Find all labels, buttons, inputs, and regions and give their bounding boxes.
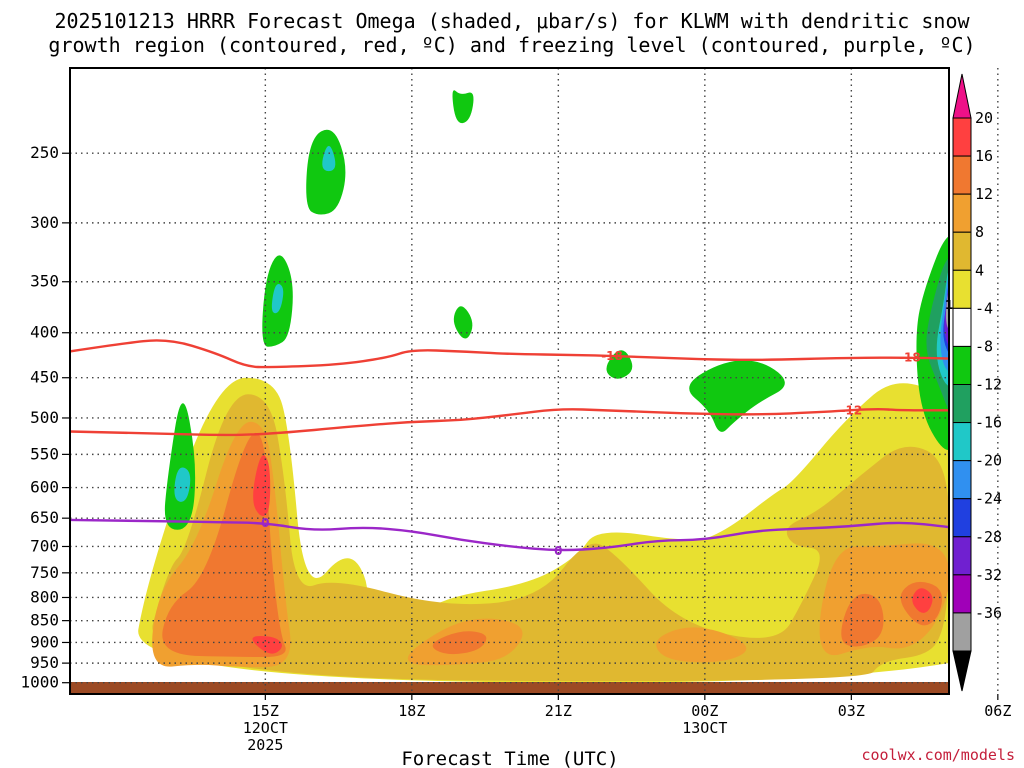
y-tick-label-850: 850	[30, 611, 59, 630]
contour-line-2	[70, 518, 949, 552]
colorbar-label-2: 12	[975, 185, 993, 203]
colorbar-top-arrow	[952, 73, 972, 119]
y-tick-label-650: 650	[30, 508, 59, 527]
colorbar-label-10: -24	[975, 490, 1002, 508]
y-tick-label-550: 550	[30, 444, 59, 463]
x-tick-label-5-0: 06Z	[984, 702, 1011, 720]
omega-region-13	[164, 403, 196, 530]
colorbar-bin-11	[952, 536, 972, 576]
gridlines	[70, 68, 999, 694]
colorbar-bin-4	[952, 269, 972, 309]
colorbar-label-7: -12	[975, 376, 1002, 394]
x-tick-label-0-0: 15Z	[252, 702, 279, 720]
colorbar-label-5: -4	[975, 299, 993, 317]
chart-title-line-2: growth region (contoured, red, ºC) and f…	[48, 33, 975, 57]
colorbar-bin-1	[952, 155, 972, 195]
y-tick-label-750: 750	[30, 563, 59, 582]
colorbar-label-1: 16	[975, 147, 993, 165]
omega-region-17	[306, 129, 346, 215]
x-tick-label-3-1: 13OCT	[682, 719, 727, 737]
omega-region-16	[271, 284, 284, 314]
x-tick-label-4-0: 03Z	[838, 702, 865, 720]
colorbar-bin-5	[952, 307, 972, 347]
omega-region-12	[912, 588, 933, 613]
y-tick-label-600: 600	[30, 478, 59, 497]
x-tick-label-2-0: 21Z	[545, 702, 572, 720]
contour-label-2-1: 0	[554, 544, 562, 558]
x-axis-title: Forecast Time (UTC)	[401, 748, 618, 768]
y-tick-label-950: 950	[30, 653, 59, 672]
contour-label-0-1: -18	[899, 351, 921, 365]
credit-link[interactable]: coolwx.com/models	[861, 746, 1015, 764]
omega-region-10	[252, 636, 282, 654]
y-tick-label-400: 400	[30, 323, 59, 342]
omega-region-7	[432, 631, 487, 655]
y-tick-label-800: 800	[30, 587, 59, 606]
colorbar-label-11: -28	[975, 528, 1002, 546]
x-tick-label-3-0: 00Z	[691, 702, 718, 720]
temperature-contours: -18 -18 -12 0 0	[70, 339, 949, 558]
y-tick-label-350: 350	[30, 272, 59, 291]
y-tick-label-500: 500	[30, 408, 59, 427]
colorbar-bin-12	[952, 574, 972, 614]
x-tick-label-0-2: 2025	[247, 736, 283, 754]
colorbar-label-13: -36	[975, 604, 1002, 622]
y-tick-label-450: 450	[30, 368, 59, 387]
y-tick-label-300: 300	[30, 213, 59, 232]
colorbar-label-8: -16	[975, 414, 1002, 432]
y-tick-label-1000: 1000	[20, 673, 59, 692]
omega-region-14	[174, 467, 191, 502]
omega-region-18	[322, 146, 336, 172]
colorbar-label-12: -32	[975, 566, 1002, 584]
colorbar: 20 16 12 8 4 -4 -8 -12 -16 -20 -24 -28 -32 -36	[952, 73, 1002, 692]
contour-label-1-0: -12	[840, 403, 862, 417]
colorbar-bottom-arrow	[952, 650, 972, 692]
omega-region-20	[453, 306, 473, 339]
colorbar-bin-6	[952, 345, 972, 385]
x-tick-label-0-1: 12OCT	[243, 719, 288, 737]
omega-region-1	[152, 394, 949, 682]
colorbar-bin-7	[952, 384, 972, 424]
y-tick-label-250: 250	[30, 143, 59, 162]
colorbar-bin-9	[952, 460, 972, 500]
x-tick-label-1-0: 18Z	[398, 702, 425, 720]
colorbar-bin-13	[952, 612, 972, 652]
omega-shading	[138, 90, 949, 683]
ground-surface	[70, 682, 949, 695]
contour-label-2-0: 0	[261, 516, 269, 530]
colorbar-label-3: 8	[975, 223, 984, 241]
contour-line-1	[70, 408, 949, 437]
colorbar-bin-2	[952, 193, 972, 233]
y-tick-label-700: 700	[30, 536, 59, 555]
contour-line-0	[70, 339, 949, 369]
colorbar-bin-10	[952, 498, 972, 538]
colorbar-label-4: 4	[975, 261, 984, 279]
colorbar-label-0: 20	[975, 109, 993, 127]
colorbar-label-6: -8	[975, 337, 993, 355]
plot-frame	[69, 67, 950, 695]
colorbar-bin-8	[952, 422, 972, 462]
chart-title-line-1: 2025101213 HRRR Forecast Omega (shaded, …	[54, 9, 970, 33]
y-axis-ticks: 250 300 350 400 450 500 550 600 650 700 750 800 850 9…	[20, 143, 70, 692]
omega-region-22	[689, 360, 785, 432]
omega-region-4	[656, 627, 747, 663]
colorbar-label-9: -20	[975, 452, 1002, 470]
colorbar-bin-0	[952, 117, 972, 157]
colorbar-bin-3	[952, 231, 972, 271]
omega-region-19	[452, 90, 474, 124]
contour-label-0-0: -18	[601, 349, 623, 363]
y-tick-label-900: 900	[30, 632, 59, 651]
